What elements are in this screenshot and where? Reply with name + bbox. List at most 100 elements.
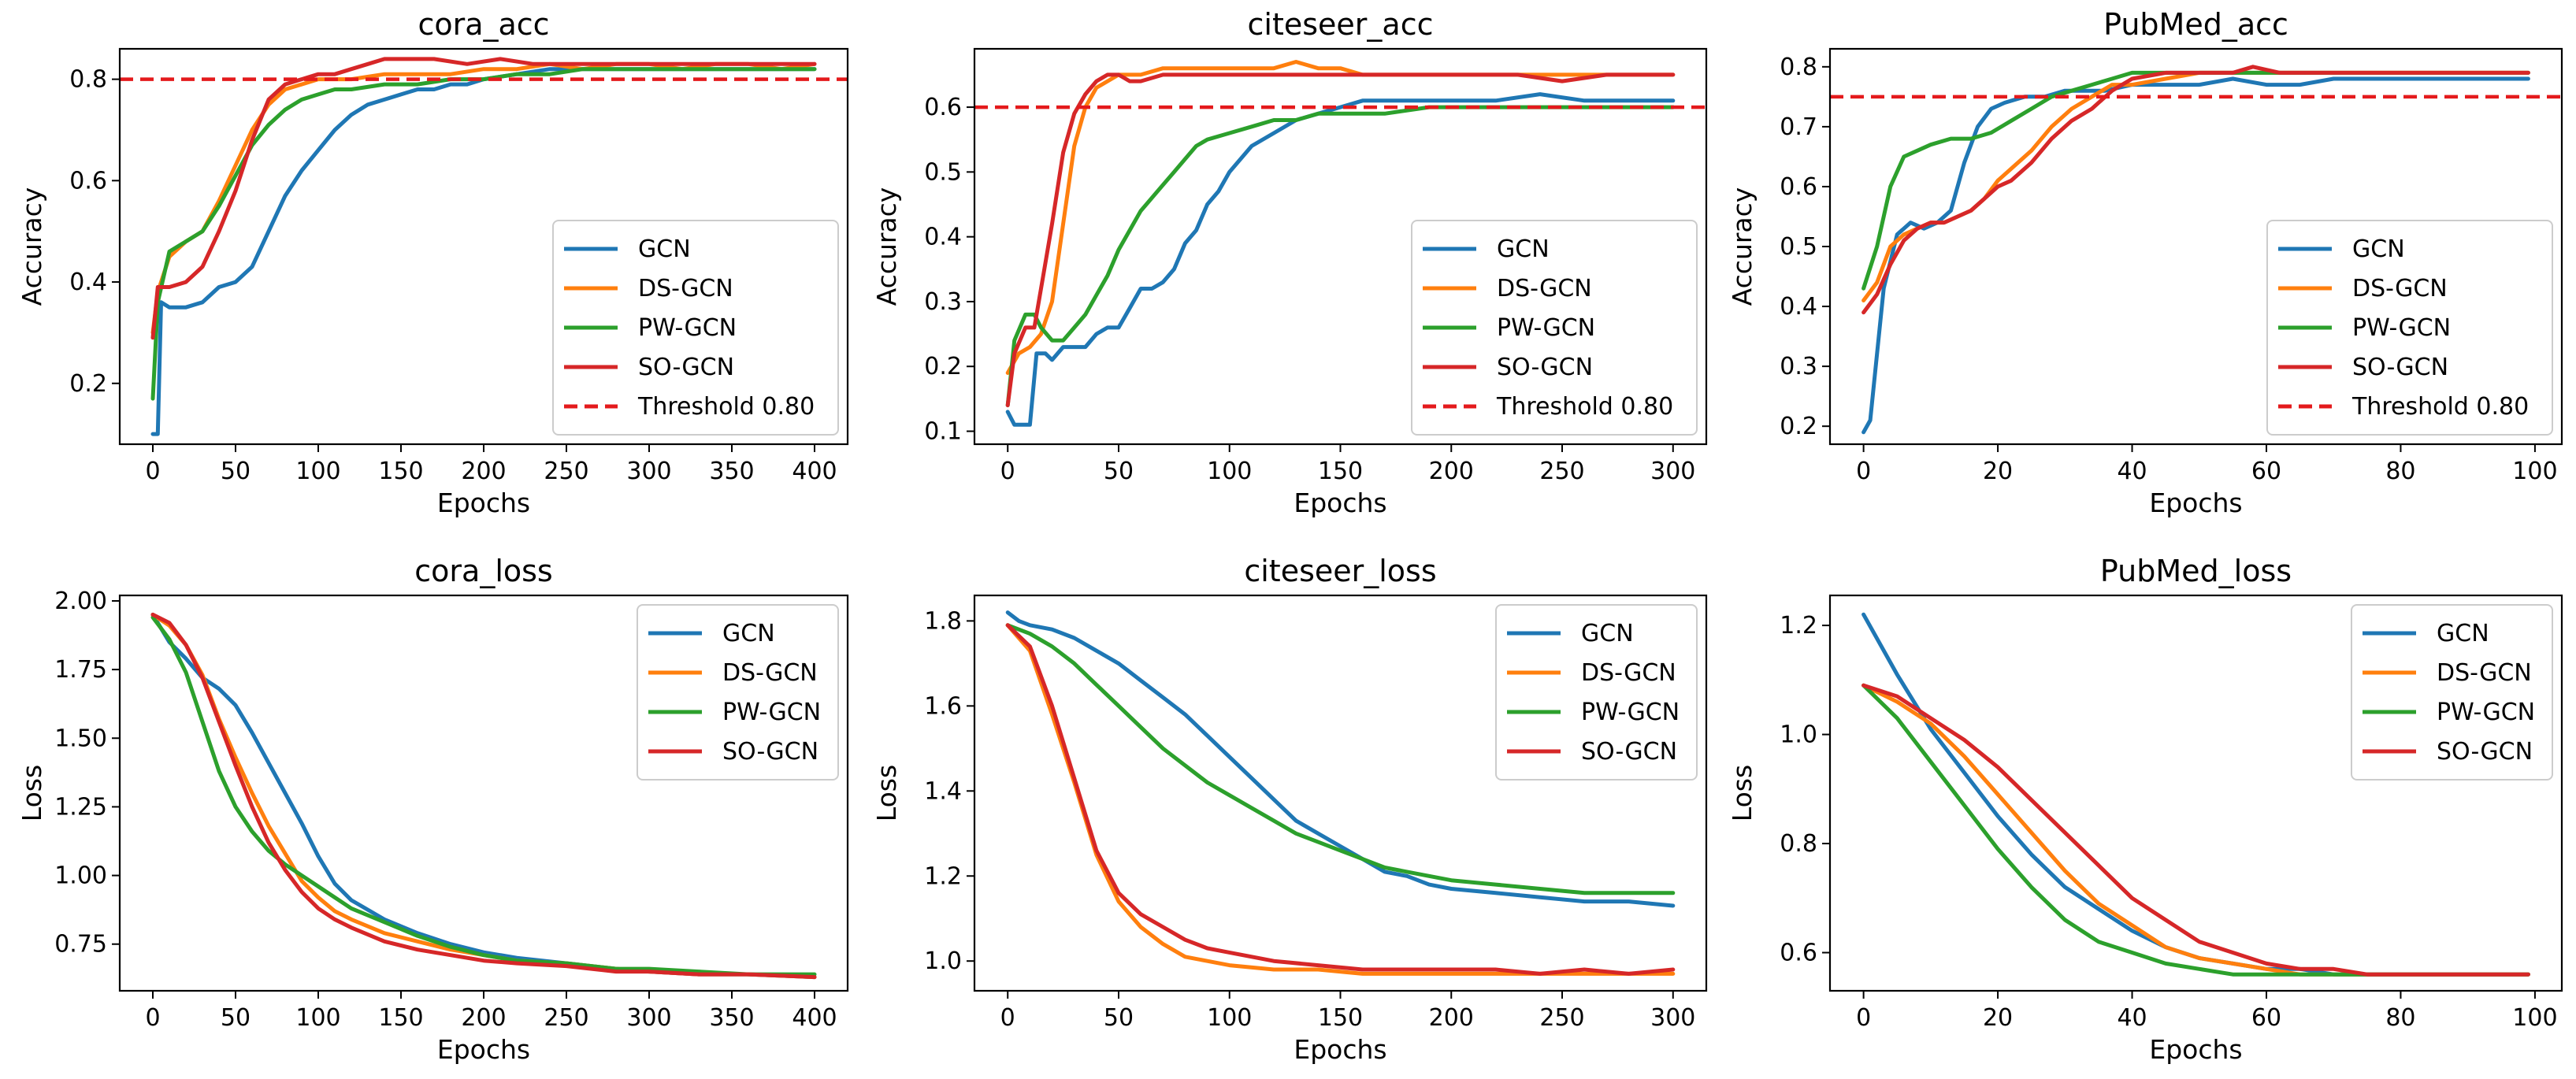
legend-label: GCN: [1497, 235, 1550, 263]
y-tick-label: 1.2: [1780, 612, 1817, 640]
chart-cora_loss: cora_loss Epochs Loss 0 50 100 150 200 250 300 350…: [17, 554, 849, 1065]
x-tick-label: 200: [461, 458, 506, 485]
x-tick-label: 100: [2512, 458, 2557, 485]
plot-area: [1830, 65, 2562, 435]
series-line-gcn: [1005, 610, 1676, 908]
x-tick-label: 200: [1429, 458, 1474, 485]
x-tick-label: 60: [2251, 458, 2281, 485]
x-axis-label: Epochs: [437, 1034, 530, 1065]
y-axis-label: Loss: [871, 765, 902, 821]
chart-citeseer_loss: citeseer_loss Epochs Loss 0 50 100 150 200 250 30…: [871, 554, 1708, 1065]
series-line-so-gcn: [1005, 623, 1676, 976]
x-tick-label: 50: [1104, 1004, 1134, 1032]
y-tick-label: 0.8: [1780, 830, 1817, 858]
y-tick-label: 1.4: [924, 777, 962, 805]
y-tick-label: 0.3: [1780, 353, 1817, 380]
legend-label: PW-GCN: [2437, 699, 2535, 726]
y-tick-label: 1.25: [54, 793, 107, 821]
legend-label: PW-GCN: [1497, 314, 1595, 342]
x-tick-label: 20: [1983, 1004, 2013, 1032]
legend: GCN DS-GCN PW-GCN SO-GCN: [2351, 604, 2553, 781]
x-tick-label: 50: [221, 458, 251, 485]
axes-frame: [1828, 47, 2563, 446]
legend: GCN DS-GCN PW-GCN SO-GCN Threshold 0.80: [552, 220, 839, 436]
legend-label: Threshold 0.80: [637, 393, 815, 421]
x-tick-label: 20: [1983, 458, 2013, 485]
axes-frame: [973, 47, 1708, 446]
x-tick-label: 200: [461, 1004, 506, 1032]
y-tick-label: 0.5: [924, 158, 962, 186]
x-tick-label: 0: [1000, 1004, 1015, 1032]
axes-frame: [1828, 594, 2563, 992]
y-tick-label: 0.4: [1780, 293, 1817, 321]
x-tick-label: 200: [1429, 1004, 1474, 1032]
legend-label: DS-GCN: [1581, 659, 1676, 687]
y-tick-label: 1.0: [1780, 721, 1817, 749]
legend-box: [552, 220, 839, 436]
legend-label: GCN: [2437, 620, 2489, 647]
x-tick-label: 100: [295, 458, 340, 485]
x-tick-label: 100: [295, 1004, 340, 1032]
y-tick-label: 0.8: [1780, 54, 1817, 81]
y-axis-label: Accuracy: [1727, 187, 1758, 306]
x-tick-label: 150: [1318, 1004, 1363, 1032]
legend-label: PW-GCN: [1581, 699, 1680, 726]
y-tick-label: 0.1: [924, 418, 962, 446]
legend-label: GCN: [2352, 235, 2405, 263]
plot-area: [150, 612, 817, 980]
legend-label: GCN: [1581, 620, 1634, 647]
y-axis-label: Accuracy: [871, 187, 902, 306]
legend-label: DS-GCN: [2437, 659, 2532, 687]
x-tick-label: 50: [1104, 458, 1134, 485]
legend-label: SO-GCN: [2437, 738, 2533, 766]
x-tick-label: 400: [792, 458, 837, 485]
y-axis-label: Loss: [17, 765, 47, 821]
legend-label: PW-GCN: [722, 699, 821, 726]
x-tick-label: 0: [145, 1004, 160, 1032]
chart-title: citeseer_loss: [1244, 554, 1436, 588]
legend-label: GCN: [722, 620, 775, 647]
x-tick-label: 50: [221, 1004, 251, 1032]
x-tick-label: 0: [1000, 458, 1015, 485]
plot-area: [120, 57, 848, 436]
x-tick-label: 40: [2117, 1004, 2147, 1032]
x-tick-label: 300: [1650, 458, 1695, 485]
series-line-so-gcn: [1861, 683, 2530, 977]
legend: GCN DS-GCN PW-GCN SO-GCN Threshold 0.80: [2266, 220, 2553, 436]
legend-box: [637, 604, 839, 781]
legend-box: [2351, 604, 2553, 781]
legend-label: SO-GCN: [1497, 354, 1593, 381]
axes-frame: [118, 594, 849, 992]
plot-area: [974, 60, 1706, 427]
y-tick-label: 0.3: [924, 288, 962, 316]
legend-label: DS-GCN: [722, 659, 818, 687]
legend-label: SO-GCN: [722, 738, 818, 766]
y-tick-label: 0.2: [924, 353, 962, 380]
y-tick-label: 1.2: [924, 862, 962, 890]
series-line-pw-gcn: [1005, 105, 1676, 408]
x-tick-label: 250: [1539, 1004, 1584, 1032]
legend-label: DS-GCN: [2352, 275, 2448, 302]
y-tick-label: 1.6: [924, 692, 962, 720]
chart-citeseer_acc: citeseer_acc Epochs Accuracy 0 50 100 150 200 25…: [871, 7, 1708, 518]
y-tick-label: 0.8: [69, 66, 107, 94]
legend: GCN DS-GCN PW-GCN SO-GCN: [1495, 604, 1698, 781]
x-tick-label: 250: [1539, 458, 1584, 485]
y-tick-label: 0.6: [1780, 173, 1817, 201]
x-tick-label: 80: [2385, 458, 2415, 485]
y-tick-label: 0.75: [54, 931, 107, 958]
series-line-so-gcn: [1861, 65, 2530, 315]
y-tick-label: 1.8: [924, 607, 962, 635]
legend: GCN DS-GCN PW-GCN SO-GCN Threshold 0.80: [1411, 220, 1698, 436]
y-tick-label: 0.6: [69, 167, 107, 195]
series-line-pw-gcn: [150, 615, 817, 977]
x-tick-label: 0: [1856, 1004, 1871, 1032]
axes-frame: [973, 594, 1708, 992]
x-tick-label: 80: [2385, 1004, 2415, 1032]
y-tick-label: 0.4: [69, 269, 107, 296]
x-tick-label: 150: [1318, 458, 1363, 485]
series-line-pw-gcn: [1005, 623, 1676, 895]
x-tick-label: 100: [1207, 1004, 1252, 1032]
x-tick-label: 150: [378, 1004, 423, 1032]
